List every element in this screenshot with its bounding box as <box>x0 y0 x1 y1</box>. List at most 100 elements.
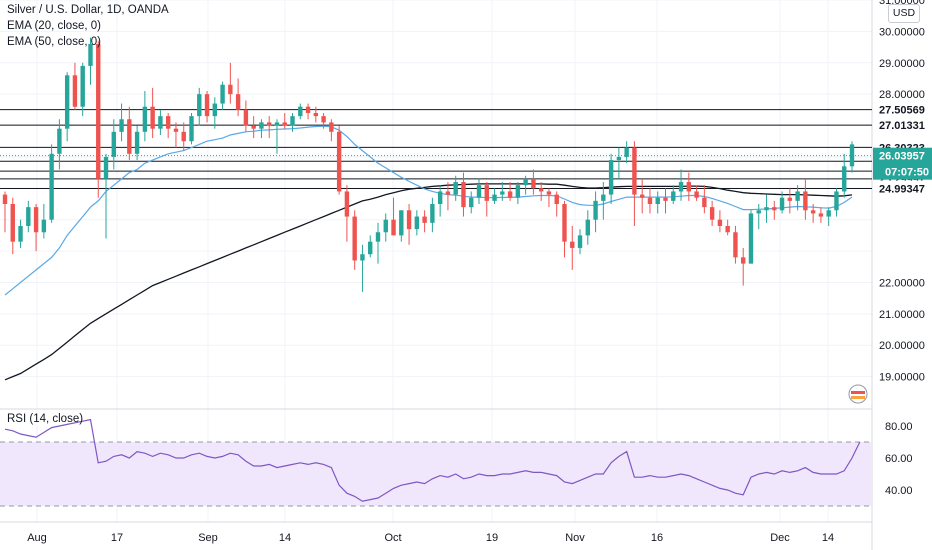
candle-body <box>500 191 505 195</box>
candle-body <box>608 160 614 195</box>
candle-body <box>344 191 350 217</box>
level-label-bg <box>873 117 931 134</box>
candle <box>352 210 357 270</box>
candle <box>142 91 148 142</box>
candle-body <box>515 185 521 198</box>
candle-body <box>368 241 373 255</box>
y-tick-label: 29.00000 <box>879 58 925 70</box>
candle <box>484 182 489 217</box>
candle-body <box>733 232 738 258</box>
candle <box>756 204 761 230</box>
candle-body <box>601 194 606 201</box>
candle-body <box>469 197 474 208</box>
y-tick-label: 21.00000 <box>879 309 925 321</box>
last-price-label: 26.03957 <box>879 151 925 163</box>
candle <box>616 147 622 179</box>
ema20-path <box>4 125 853 296</box>
candle-body <box>849 144 855 167</box>
candle-body <box>725 225 730 233</box>
candle <box>49 144 54 223</box>
candle <box>127 106 132 161</box>
candle <box>228 62 233 104</box>
candle <box>779 191 785 214</box>
candle <box>414 210 420 236</box>
x-tick-label: Dec <box>770 532 790 544</box>
candle <box>391 197 396 236</box>
candle-body <box>2 194 8 204</box>
candle <box>274 119 280 154</box>
candle-body <box>678 182 684 192</box>
candle <box>437 185 443 217</box>
candle-body <box>531 178 536 189</box>
candle <box>134 125 140 161</box>
candle <box>810 204 816 223</box>
x-tick-label: 14 <box>279 532 291 544</box>
candle <box>173 122 179 148</box>
candle-body <box>406 210 412 230</box>
countdown-label: 07:07:50 <box>885 167 929 179</box>
candle-body <box>298 106 303 117</box>
candle-body <box>57 128 62 154</box>
candle <box>298 103 303 120</box>
candle-body <box>26 207 31 226</box>
candle-body <box>842 166 847 192</box>
candle <box>492 188 497 204</box>
candle <box>189 112 194 145</box>
candle <box>360 244 365 292</box>
candle-body <box>274 122 280 126</box>
level-price-label: 27.01331 <box>879 120 925 132</box>
candle <box>235 78 241 117</box>
candle-body <box>33 207 39 233</box>
candle <box>663 188 668 214</box>
last-price-tag <box>873 147 932 180</box>
price-axis[interactable]: 31.00000 19.00000 20.00000 21.00000 22.00000… <box>873 0 932 550</box>
candle <box>702 185 707 214</box>
candle-body <box>748 213 754 264</box>
candle <box>678 169 684 201</box>
candle <box>818 207 824 223</box>
candle <box>834 188 839 217</box>
candle-body <box>803 191 808 211</box>
ema50-legend[interactable]: EMA (50, close, 0) <box>7 36 101 48</box>
candle <box>632 141 637 226</box>
candle-body <box>624 147 629 157</box>
candle-body <box>756 210 761 214</box>
candle <box>461 172 466 217</box>
candle <box>18 219 23 248</box>
ema20-legend[interactable]: EMA (20, close, 0) <box>7 20 101 32</box>
candle-body <box>80 65 85 107</box>
ema50-line <box>4 183 853 381</box>
candle-body <box>795 191 800 201</box>
candle-body <box>671 191 676 201</box>
currency-button[interactable]: USD <box>888 4 920 23</box>
time-axis[interactable]: Aug 17 Sep 14 Oct 19 Nov 16 Dec 14 <box>27 532 834 544</box>
candle <box>368 235 373 258</box>
candle <box>842 153 847 198</box>
rsi-tick-label: 80.00 <box>885 421 913 433</box>
candle-body <box>228 84 233 95</box>
candle <box>849 141 855 173</box>
candle <box>725 219 730 236</box>
candle <box>787 188 793 214</box>
candle <box>608 153 614 204</box>
candle-body <box>204 94 210 117</box>
y-tick-label: 30.00000 <box>879 26 925 38</box>
candle-body <box>375 232 381 242</box>
candle-body <box>197 94 202 117</box>
rsi-legend[interactable]: RSI (14, close) <box>7 413 84 425</box>
ema20-line <box>4 125 853 296</box>
candle <box>165 112 171 139</box>
candle-body <box>243 109 249 126</box>
x-tick-label: Aug <box>27 532 47 544</box>
candle <box>671 185 676 204</box>
candle <box>515 182 521 204</box>
candle <box>251 116 256 139</box>
candle <box>111 119 116 170</box>
candle-body <box>88 43 93 66</box>
rsi-line <box>4 418 861 502</box>
y-tick-label: 31.00000 <box>879 0 925 7</box>
candle <box>399 210 404 242</box>
candle-body <box>18 225 23 242</box>
candle <box>709 200 715 226</box>
